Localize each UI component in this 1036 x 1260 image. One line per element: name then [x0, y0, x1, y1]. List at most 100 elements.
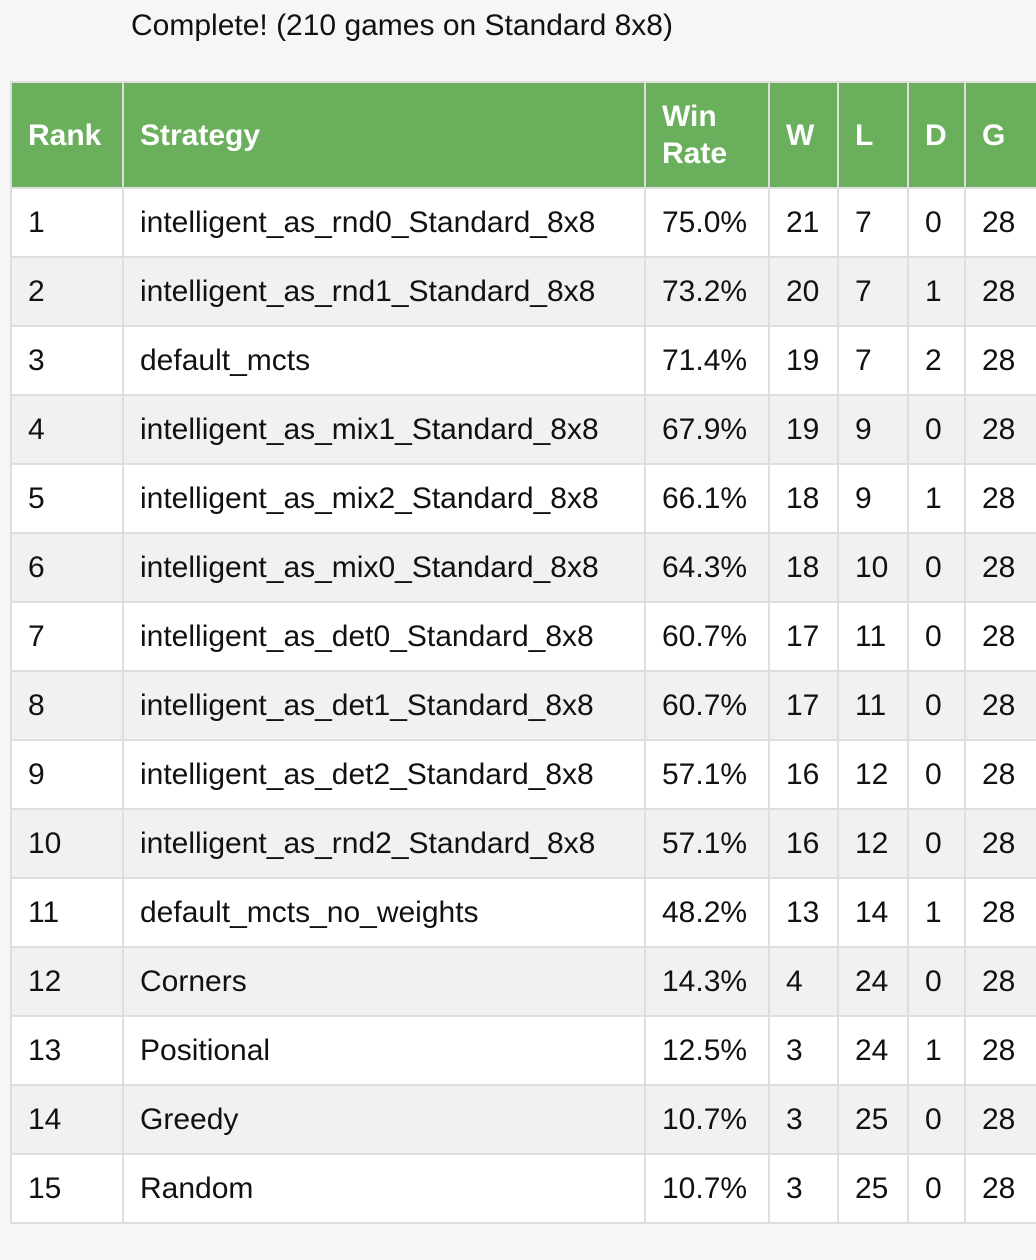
- cell-rank: 11: [10, 877, 124, 948]
- table-row: 3 default_mcts 71.4% 19 7 2 28: [10, 325, 1036, 396]
- cell-strategy: intelligent_as_det2_Standard_8x8: [122, 739, 646, 810]
- status-message: Complete! (210 games on Standard 8x8): [131, 9, 673, 42]
- cell-draws: 0: [907, 1084, 966, 1155]
- cell-win-rate: 48.2%: [644, 877, 770, 948]
- table-row: 5 intelligent_as_mix2_Standard_8x8 66.1% 18…: [10, 463, 1036, 534]
- cell-games: 28: [964, 1015, 1036, 1086]
- table-row: 2 intelligent_as_rnd1_Standard_8x8 73.2% 20…: [10, 256, 1036, 327]
- cell-strategy: intelligent_as_mix2_Standard_8x8: [122, 463, 646, 534]
- table-header-row: Rank Strategy Win Rate W L D G: [10, 81, 1036, 189]
- cell-games: 28: [964, 187, 1036, 258]
- header-strategy: Strategy: [122, 81, 646, 189]
- cell-draws: 0: [907, 187, 966, 258]
- cell-rank: 8: [10, 670, 124, 741]
- cell-losses: 7: [837, 256, 909, 327]
- header-losses: L: [837, 81, 909, 189]
- cell-rank: 15: [10, 1153, 124, 1224]
- header-draws: D: [907, 81, 966, 189]
- header-rank: Rank: [10, 81, 124, 189]
- cell-wins: 3: [768, 1153, 839, 1224]
- table-row: 10 intelligent_as_rnd2_Standard_8x8 57.1% 1…: [10, 808, 1036, 879]
- header-games: G: [964, 81, 1036, 189]
- cell-strategy: intelligent_as_det1_Standard_8x8: [122, 670, 646, 741]
- table-row: 1 intelligent_as_rnd0_Standard_8x8 75.0% 21…: [10, 187, 1036, 258]
- cell-strategy: Greedy: [122, 1084, 646, 1155]
- cell-strategy: intelligent_as_rnd0_Standard_8x8: [122, 187, 646, 258]
- cell-losses: 9: [837, 394, 909, 465]
- cell-rank: 5: [10, 463, 124, 534]
- cell-wins: 19: [768, 325, 839, 396]
- cell-games: 28: [964, 946, 1036, 1017]
- header-win-rate-line2: Rate: [662, 137, 728, 170]
- cell-win-rate: 67.9%: [644, 394, 770, 465]
- cell-losses: 7: [837, 325, 909, 396]
- cell-strategy: Positional: [122, 1015, 646, 1086]
- cell-win-rate: 71.4%: [644, 325, 770, 396]
- cell-games: 28: [964, 1153, 1036, 1224]
- cell-strategy: intelligent_as_mix1_Standard_8x8: [122, 394, 646, 465]
- cell-losses: 12: [837, 808, 909, 879]
- cell-draws: 1: [907, 1015, 966, 1086]
- cell-rank: 2: [10, 256, 124, 327]
- cell-win-rate: 60.7%: [644, 601, 770, 672]
- cell-strategy: Random: [122, 1153, 646, 1224]
- cell-wins: 18: [768, 463, 839, 534]
- table-row: 14 Greedy 10.7% 3 25 0 28: [10, 1084, 1036, 1155]
- cell-draws: 0: [907, 1153, 966, 1224]
- cell-win-rate: 10.7%: [644, 1153, 770, 1224]
- cell-wins: 3: [768, 1084, 839, 1155]
- cell-wins: 21: [768, 187, 839, 258]
- cell-draws: 2: [907, 325, 966, 396]
- cell-games: 28: [964, 394, 1036, 465]
- cell-games: 28: [964, 256, 1036, 327]
- cell-rank: 10: [10, 808, 124, 879]
- cell-win-rate: 73.2%: [644, 256, 770, 327]
- cell-strategy: default_mcts_no_weights: [122, 877, 646, 948]
- table-row: 15 Random 10.7% 3 25 0 28: [10, 1153, 1036, 1224]
- cell-strategy: Corners: [122, 946, 646, 1017]
- cell-games: 28: [964, 739, 1036, 810]
- cell-win-rate: 14.3%: [644, 946, 770, 1017]
- cell-strategy: intelligent_as_rnd1_Standard_8x8: [122, 256, 646, 327]
- cell-games: 28: [964, 601, 1036, 672]
- header-win-rate: Win Rate: [644, 81, 770, 189]
- cell-games: 28: [964, 1084, 1036, 1155]
- cell-losses: 25: [837, 1153, 909, 1224]
- cell-draws: 0: [907, 601, 966, 672]
- cell-draws: 1: [907, 877, 966, 948]
- cell-rank: 6: [10, 532, 124, 603]
- cell-losses: 24: [837, 946, 909, 1017]
- cell-draws: 1: [907, 463, 966, 534]
- cell-games: 28: [964, 325, 1036, 396]
- cell-games: 28: [964, 877, 1036, 948]
- cell-draws: 0: [907, 670, 966, 741]
- table-row: 11 default_mcts_no_weights 48.2% 13 14 1 28: [10, 877, 1036, 948]
- cell-strategy: intelligent_as_det0_Standard_8x8: [122, 601, 646, 672]
- cell-wins: 17: [768, 601, 839, 672]
- cell-wins: 20: [768, 256, 839, 327]
- cell-strategy: intelligent_as_mix0_Standard_8x8: [122, 532, 646, 603]
- cell-losses: 10: [837, 532, 909, 603]
- cell-games: 28: [964, 463, 1036, 534]
- cell-losses: 24: [837, 1015, 909, 1086]
- cell-wins: 18: [768, 532, 839, 603]
- cell-rank: 13: [10, 1015, 124, 1086]
- cell-draws: 0: [907, 808, 966, 879]
- cell-strategy: default_mcts: [122, 325, 646, 396]
- cell-rank: 1: [10, 187, 124, 258]
- cell-wins: 16: [768, 739, 839, 810]
- cell-strategy: intelligent_as_rnd2_Standard_8x8: [122, 808, 646, 879]
- cell-losses: 9: [837, 463, 909, 534]
- cell-win-rate: 60.7%: [644, 670, 770, 741]
- cell-rank: 12: [10, 946, 124, 1017]
- cell-games: 28: [964, 532, 1036, 603]
- cell-wins: 13: [768, 877, 839, 948]
- cell-win-rate: 75.0%: [644, 187, 770, 258]
- cell-wins: 3: [768, 1015, 839, 1086]
- cell-wins: 4: [768, 946, 839, 1017]
- cell-win-rate: 12.5%: [644, 1015, 770, 1086]
- cell-losses: 12: [837, 739, 909, 810]
- cell-draws: 0: [907, 739, 966, 810]
- cell-draws: 0: [907, 394, 966, 465]
- cell-win-rate: 64.3%: [644, 532, 770, 603]
